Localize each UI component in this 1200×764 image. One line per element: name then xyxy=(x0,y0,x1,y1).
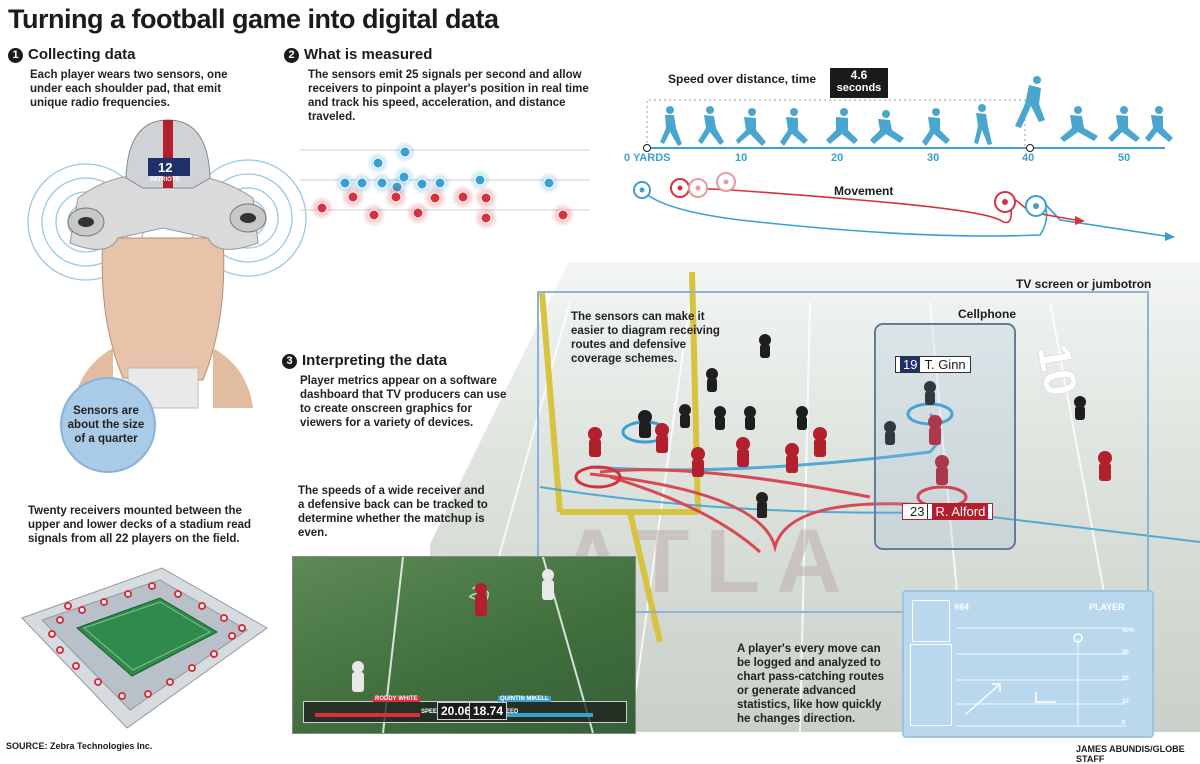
left-player-name: RODDY WHITE xyxy=(373,696,420,702)
right-player-name: QUINTIN MIKELL xyxy=(498,696,551,702)
y-tick-20: 20 xyxy=(1122,676,1129,682)
helmet-number: 12 xyxy=(158,160,173,175)
runner-silhouettes xyxy=(660,76,1173,146)
time-box: 4.6 seconds xyxy=(830,68,888,98)
stats-panel xyxy=(910,644,952,726)
sensor-size-note: Sensors are about the size of a quarter xyxy=(67,405,145,445)
section2-heading: 2 What is measured xyxy=(284,46,432,63)
players xyxy=(588,334,1112,518)
y-tick-40: 40% xyxy=(1122,628,1135,634)
tv-broadcast-frame: 20 RODDY WHITE QUINTIN MIKELL SPEED SPEE… xyxy=(292,556,636,734)
player-number: 19 xyxy=(900,357,921,372)
step-number: 1 xyxy=(8,48,23,63)
player-tag-ginn: 19 T. Ginn xyxy=(895,356,971,373)
tv-screen-label: TV screen or jumbotron xyxy=(1016,277,1152,291)
time-value: 4.6 xyxy=(850,68,868,82)
time-unit: seconds xyxy=(836,82,882,94)
speed-label: Speed over distance, time xyxy=(668,72,817,86)
left-speed-bar xyxy=(315,713,420,717)
player-photo-placeholder xyxy=(912,600,950,642)
credit-line: JAMES ABUNDIS/GLOBE STAFF xyxy=(1076,744,1185,764)
player-name: T. Ginn xyxy=(924,357,966,372)
section1-heading: 1 Collecting data xyxy=(8,46,136,63)
right-speed-word: SPEED xyxy=(498,709,519,715)
tablet-dashboard: #84 PLAYER 40% 30 20 10 0 xyxy=(902,590,1154,738)
y-tick-10: 10 xyxy=(1122,699,1129,705)
y-tick-0: 0 xyxy=(1122,720,1126,726)
tablet-player-label: PLAYER xyxy=(1089,602,1125,612)
movement-label: Movement xyxy=(834,184,894,198)
step-number: 3 xyxy=(282,354,297,369)
routes-text: The sensors can make it easier to diagra… xyxy=(571,311,720,365)
yard-tick-30: 30 xyxy=(927,152,940,164)
yard-tick-0: 0 YARDS xyxy=(624,152,671,164)
section2-text: The sensors emit 25 signals per second a… xyxy=(308,69,589,123)
yard-tick-10: 10 xyxy=(735,152,748,164)
stadium-illustration xyxy=(21,567,268,729)
yard-tick-50: 50 xyxy=(1118,152,1131,164)
right-speed-value: 18.74 xyxy=(469,702,508,720)
right-speed-bar xyxy=(503,713,593,717)
speed-distance-graphic xyxy=(633,76,1175,241)
section3-heading: 3 Interpreting the data xyxy=(282,352,447,369)
player-position-dots xyxy=(300,141,590,230)
yard-tick-20: 20 xyxy=(831,152,844,164)
logged-text: A player's every move can be logged and … xyxy=(737,643,884,725)
receivers-text: Twenty receivers mounted between the upp… xyxy=(28,505,252,545)
section3-text: Player metrics appear on a software dash… xyxy=(300,375,507,429)
player-number: 23 xyxy=(907,504,929,519)
page-title: Turning a football game into digital dat… xyxy=(8,4,499,34)
helmet-team: PATRIOTS xyxy=(150,177,180,183)
player-name: R. Alford xyxy=(932,504,989,519)
tablet-player-number: #84 xyxy=(954,602,970,612)
source-note: SOURCE: Zebra Technologies Inc. xyxy=(6,741,153,751)
yard-tick-40: 40 xyxy=(1022,152,1035,164)
left-speed-word: SPEED xyxy=(421,709,442,715)
step-number: 2 xyxy=(284,48,299,63)
y-tick-30: 30 xyxy=(1122,650,1129,656)
quarter-coin xyxy=(60,377,156,473)
field-yard-number: 10 xyxy=(1027,340,1088,400)
cellphone-label: Cellphone xyxy=(958,307,1017,321)
left-speed-value: 20.06 xyxy=(437,702,476,720)
player-shoulder-pads-illustration xyxy=(27,119,307,409)
player-tag-alford: 23 R. Alford xyxy=(902,503,994,520)
speeds-text: The speeds of a wide receiver and a defe… xyxy=(298,485,488,539)
section1-text: Each player wears two sensors, one under… xyxy=(30,69,228,109)
